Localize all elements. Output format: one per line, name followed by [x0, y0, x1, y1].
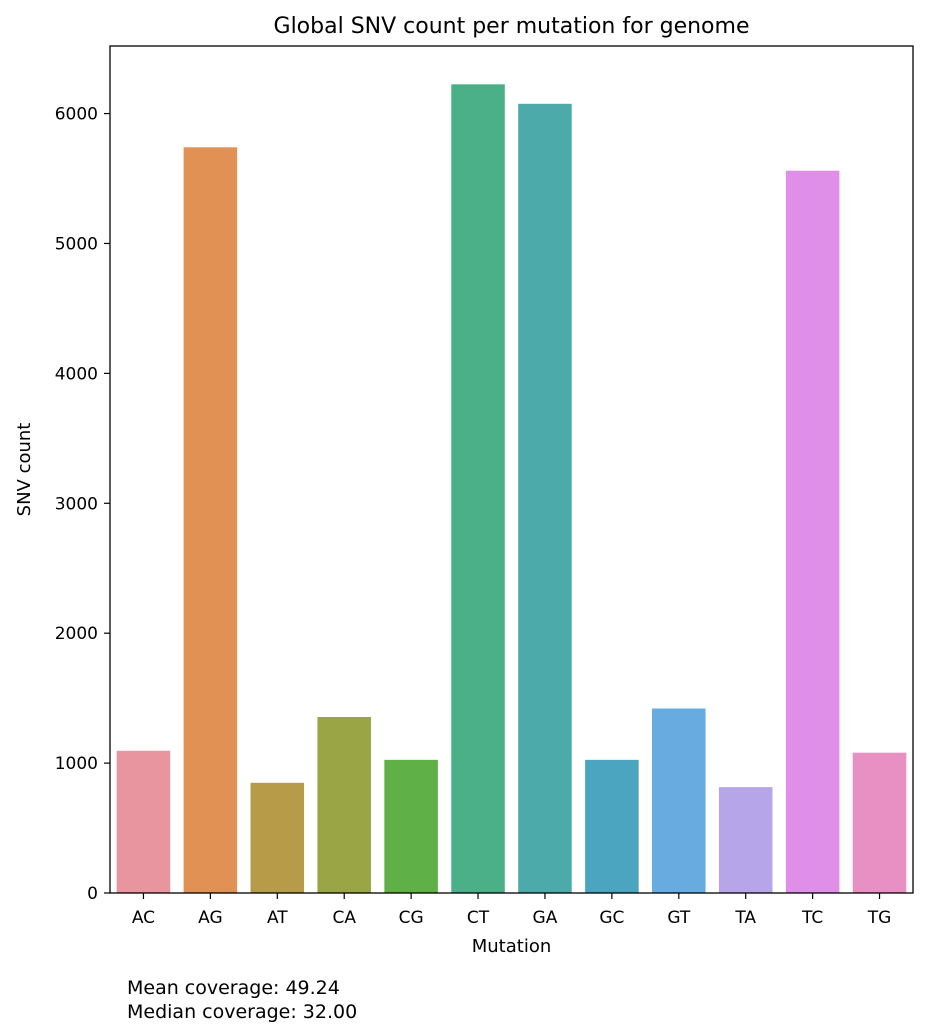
x-tick-label: TG: [867, 908, 892, 928]
bar-ac: [116, 750, 171, 893]
bar-chart: Global SNV count per mutation for genome…: [14, 14, 914, 957]
x-tick-label: GT: [667, 908, 691, 928]
x-tick-label: AG: [198, 908, 223, 928]
median-coverage-note: Median coverage: 32.00: [127, 1001, 358, 1023]
bar-tg: [852, 752, 907, 893]
y-axis-label: SNV count: [14, 423, 35, 517]
x-tick-label: TC: [801, 908, 823, 928]
x-tick-label: CT: [467, 908, 490, 928]
x-axis-label: Mutation: [472, 936, 552, 957]
y-tick-label: 2000: [55, 624, 98, 644]
x-axis: AC AG AT CA CG CT GA GC GT TA TC TG: [132, 893, 891, 928]
plot-frame: [109, 45, 914, 894]
x-tick-label: CG: [399, 908, 424, 928]
bar-ta: [718, 787, 773, 893]
y-axis: 0 1000 2000 3000 4000 5000 6000: [55, 105, 110, 904]
bar-ga: [518, 103, 572, 893]
bar-ct: [451, 84, 505, 893]
bar-at: [250, 782, 305, 893]
y-tick-label: 5000: [55, 234, 98, 254]
y-tick-label: 3000: [55, 494, 98, 514]
x-tick-label: AT: [267, 908, 288, 928]
y-tick-label: 0: [87, 884, 98, 904]
bar-ag: [183, 147, 238, 893]
y-tick-label: 1000: [55, 754, 98, 774]
x-tick-label: GA: [533, 908, 558, 928]
bar-cg: [384, 759, 438, 893]
bar-ca: [317, 716, 371, 893]
bar-gc: [585, 759, 639, 893]
x-tick-label: AC: [132, 908, 155, 928]
x-tick-label: GC: [599, 908, 624, 928]
bar-gt: [652, 708, 706, 893]
bar-tc: [785, 170, 840, 893]
bars-group: [116, 84, 907, 893]
x-tick-label: TA: [734, 908, 756, 928]
mean-coverage-note: Mean coverage: 49.24: [127, 977, 340, 999]
x-tick-label: CA: [332, 908, 356, 928]
y-tick-label: 6000: [55, 105, 98, 125]
y-tick-label: 4000: [55, 364, 98, 384]
chart-title: Global SNV count per mutation for genome: [274, 14, 750, 39]
